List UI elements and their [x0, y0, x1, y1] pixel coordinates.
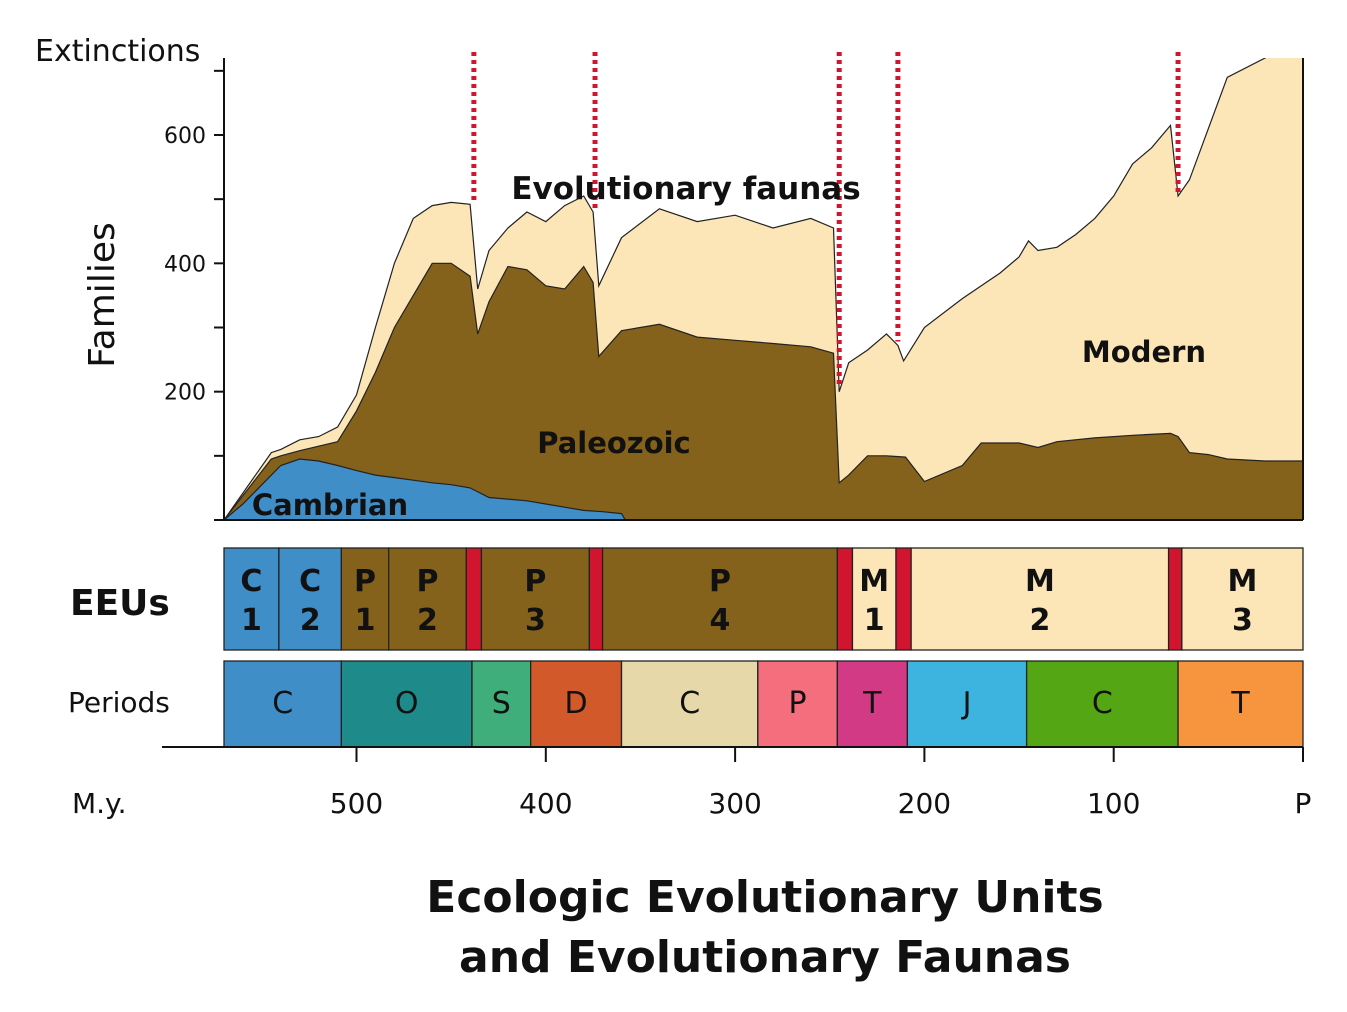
- period-block: [471, 660, 532, 748]
- cambrian-area-label: Cambrian: [252, 488, 408, 522]
- eeu-number: 2: [300, 603, 321, 638]
- eeu-number: 1: [241, 603, 262, 638]
- x-tick-label: P: [1295, 787, 1312, 820]
- eeu-letter: M: [859, 564, 889, 599]
- eeu-number: 3: [525, 603, 546, 638]
- eeu-number: 3: [1232, 603, 1253, 638]
- eeu-letter: C: [299, 564, 321, 599]
- modern-area-label: Modern: [1082, 335, 1206, 369]
- eeu-letter: P: [354, 564, 376, 599]
- eeu-letter: C: [240, 564, 262, 599]
- paleozoic-area-label: Paleozoic: [537, 426, 691, 460]
- period-block: [757, 660, 838, 748]
- eeu-number: 4: [710, 603, 731, 638]
- x-tick-label: 300: [708, 787, 761, 820]
- y-tick-label: 600: [164, 124, 206, 149]
- eeu-block: [588, 547, 604, 651]
- eeu-block: [601, 547, 838, 651]
- period-label: C: [272, 686, 293, 721]
- eeu-block: [465, 547, 483, 651]
- eeu-number: 1: [355, 603, 376, 638]
- eeu-block: [388, 547, 467, 651]
- eeu-block: [851, 547, 897, 651]
- x-tick-label: 200: [898, 787, 951, 820]
- eeu-letter: P: [416, 564, 438, 599]
- eeus-label: EEUs: [70, 583, 170, 624]
- eeu-letter: M: [1025, 564, 1055, 599]
- eeu-letter: P: [524, 564, 546, 599]
- y-tick-label: 200: [164, 381, 206, 406]
- period-block: [340, 660, 473, 748]
- period-label: T: [862, 686, 882, 721]
- period-label: C: [679, 686, 700, 721]
- period-label: J: [961, 686, 972, 721]
- extinctions-label: Extinctions: [35, 34, 200, 69]
- eeu-letter: M: [1227, 564, 1257, 599]
- eeu-block: [278, 547, 343, 651]
- eeu-block: [1167, 547, 1183, 651]
- period-block: [836, 660, 909, 748]
- evolutionary-faunas-label: Evolutionary faunas: [511, 171, 860, 207]
- period-label: S: [492, 686, 511, 721]
- y-tick-label: 400: [164, 252, 206, 277]
- period-block: [223, 660, 343, 748]
- eeu-block: [1181, 547, 1304, 651]
- period-label: D: [565, 686, 588, 721]
- eeu-block: [340, 547, 390, 651]
- eeu-number: 2: [1029, 603, 1050, 638]
- area-layers: [224, 58, 1303, 520]
- eeu-letter: P: [709, 564, 731, 599]
- period-block: [906, 660, 1028, 748]
- eeu-block: [223, 547, 280, 651]
- area-cambrian: [224, 458, 1303, 520]
- eeu-block: [480, 547, 590, 651]
- periods-label: Periods: [68, 686, 170, 719]
- period-label: T: [1230, 686, 1250, 721]
- period-block: [620, 660, 759, 748]
- area-paleozoic: [224, 262, 1303, 520]
- x-tick-label: 100: [1087, 787, 1140, 820]
- eeu-number: 2: [417, 603, 438, 638]
- eeu-block: [895, 547, 912, 651]
- chart-subtitle: and Evolutionary Faunas: [459, 932, 1071, 983]
- period-label: C: [1092, 686, 1113, 721]
- eeu-block: [910, 547, 1170, 651]
- period-label: O: [395, 686, 419, 721]
- chart-axes: 200 400 600: [164, 58, 1304, 521]
- extinction-lines: [471, 52, 1181, 388]
- x-tick-label: 500: [330, 787, 383, 820]
- time-axis: 500 400 300 200 100 P: [162, 746, 1312, 820]
- period-label: P: [789, 686, 807, 721]
- x-axis-unit-label: M.y.: [72, 787, 127, 820]
- chart-title: Ecologic Evolutionary Units: [426, 872, 1103, 923]
- eeu-number: 1: [864, 603, 885, 638]
- eeu-block: [836, 547, 854, 651]
- y-axis-label: Families: [82, 222, 123, 367]
- x-tick-label: 400: [519, 787, 572, 820]
